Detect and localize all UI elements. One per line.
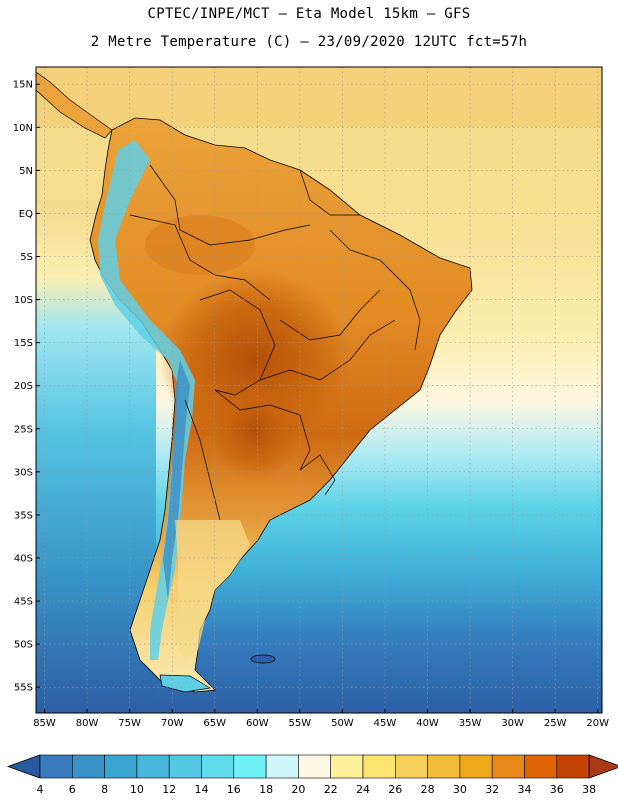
- colorbar-level-label: 8: [101, 783, 108, 796]
- lon-tick-label: 80W: [76, 718, 99, 729]
- colorbar-level-label: 22: [324, 783, 338, 796]
- colorbar-swatch: [362, 754, 396, 779]
- colorbar-level-label: 12: [162, 783, 176, 796]
- hot-core-north: [145, 215, 255, 275]
- lon-tick-label: 30W: [501, 718, 524, 729]
- map-frame: [35, 66, 603, 714]
- lat-tick-label: 45S: [14, 597, 33, 608]
- colorbar-level-label: 34: [518, 783, 532, 796]
- lat-tick-label: 25S: [14, 424, 33, 435]
- lon-tick-label: 55W: [289, 718, 312, 729]
- colorbar-level-label: 16: [227, 783, 241, 796]
- colorbar-swatch: [233, 754, 267, 779]
- longitude-axis: 85W 80W 75W 70W 65W 60W 55W 50W 45W 40W 35W 30W 25W 2…: [33, 709, 609, 729]
- colorbar-level-label: 24: [356, 783, 370, 796]
- andes-snow-strip: [163, 360, 190, 600]
- lat-tick-label: 40S: [14, 553, 33, 564]
- lat-tick-label: 50S: [14, 640, 33, 651]
- lon-tick-label: 40W: [416, 718, 439, 729]
- tierra-del-fuego: [159, 674, 212, 693]
- colorbar-swatch: [394, 754, 428, 779]
- colorbar-level-label: 32: [485, 783, 499, 796]
- lon-tick-label: 70W: [161, 718, 184, 729]
- colorbar-swatch: [491, 754, 525, 779]
- lat-tick-label: 20S: [14, 381, 33, 392]
- lat-tick-label: EQ: [19, 209, 33, 220]
- colorbar-level-label: 20: [291, 783, 305, 796]
- caribbean-sea: [36, 67, 602, 127]
- lon-tick-label: 35W: [459, 718, 482, 729]
- colorbar-level-label: 18: [259, 783, 273, 796]
- lon-tick-label: 45W: [374, 718, 397, 729]
- colorbar-swatch: [39, 754, 73, 779]
- patagonia-region: [175, 520, 250, 660]
- lon-tick-label: 75W: [118, 718, 141, 729]
- colorbar-low-arrow: [6, 754, 41, 779]
- colorbar-level-label: 38: [582, 783, 596, 796]
- lat-tick-label: 10N: [13, 123, 33, 134]
- lat-tick-label: 55S: [14, 683, 33, 694]
- colorbar-level-label: 10: [130, 783, 144, 796]
- colorbar-swatch: [524, 754, 558, 779]
- hot-core-south: [210, 380, 300, 480]
- map-title: CPTEC/INPE/MCT – Eta Model 15km – GFS: [147, 6, 471, 22]
- central-america: [36, 71, 113, 139]
- colorbar-swatch: [427, 754, 461, 779]
- lat-tick-label: 30S: [14, 467, 33, 478]
- colorbar-swatch: [201, 754, 235, 779]
- lat-tick-label: 15S: [14, 338, 33, 349]
- colorbar-swatch: [298, 754, 331, 779]
- lon-tick-label: 50W: [331, 718, 354, 729]
- colorbar-swatch: [556, 754, 590, 779]
- lat-tick-label: 10S: [14, 295, 33, 306]
- lat-tick-label: 5N: [19, 166, 33, 177]
- colorbar-level-label: 4: [37, 783, 44, 796]
- colorbar-level-label: 30: [453, 783, 467, 796]
- colorbar-swatch: [330, 754, 364, 779]
- lon-tick-label: 25W: [544, 718, 567, 729]
- lat-tick-label: 15N: [13, 80, 33, 91]
- hot-core-central: [160, 270, 350, 450]
- colorbar-level-label: 36: [550, 783, 564, 796]
- latitude-axis: 15N 10N 5N EQ 5S 10S 15S 20S 25S 30S 35S 40S 45S 50S 5…: [13, 80, 40, 694]
- colorbar-level-label: 6: [69, 783, 76, 796]
- lon-tick-label: 85W: [33, 718, 56, 729]
- falkland-islands: [250, 654, 276, 664]
- colorbar-swatch: [265, 754, 299, 779]
- colorbar-swatch: [459, 754, 493, 779]
- lon-tick-label: 65W: [203, 718, 226, 729]
- lat-tick-label: 35S: [14, 510, 33, 521]
- colorbar-level-label: 28: [421, 783, 435, 796]
- colorbar-swatch: [72, 754, 105, 779]
- lon-tick-label: 20W: [586, 718, 609, 729]
- lat-tick-label: 5S: [20, 252, 33, 263]
- colorbar-level-label: 14: [195, 783, 209, 796]
- colorbar-level-label: 26: [388, 783, 402, 796]
- colorbar-high-arrow: [588, 754, 618, 779]
- map-subtitle: 2 Metre Temperature (C) – 23/09/2020 12U…: [90, 34, 528, 50]
- colorbar-swatch: [104, 754, 138, 779]
- temperature-colorbar: 4 6 8 10 12 14 16 18 20 22 24 26 28 30 32 34 36 38: [6, 754, 618, 796]
- lon-tick-label: 60W: [246, 718, 269, 729]
- colorbar-swatch: [136, 754, 170, 779]
- colorbar-swatch: [168, 754, 202, 779]
